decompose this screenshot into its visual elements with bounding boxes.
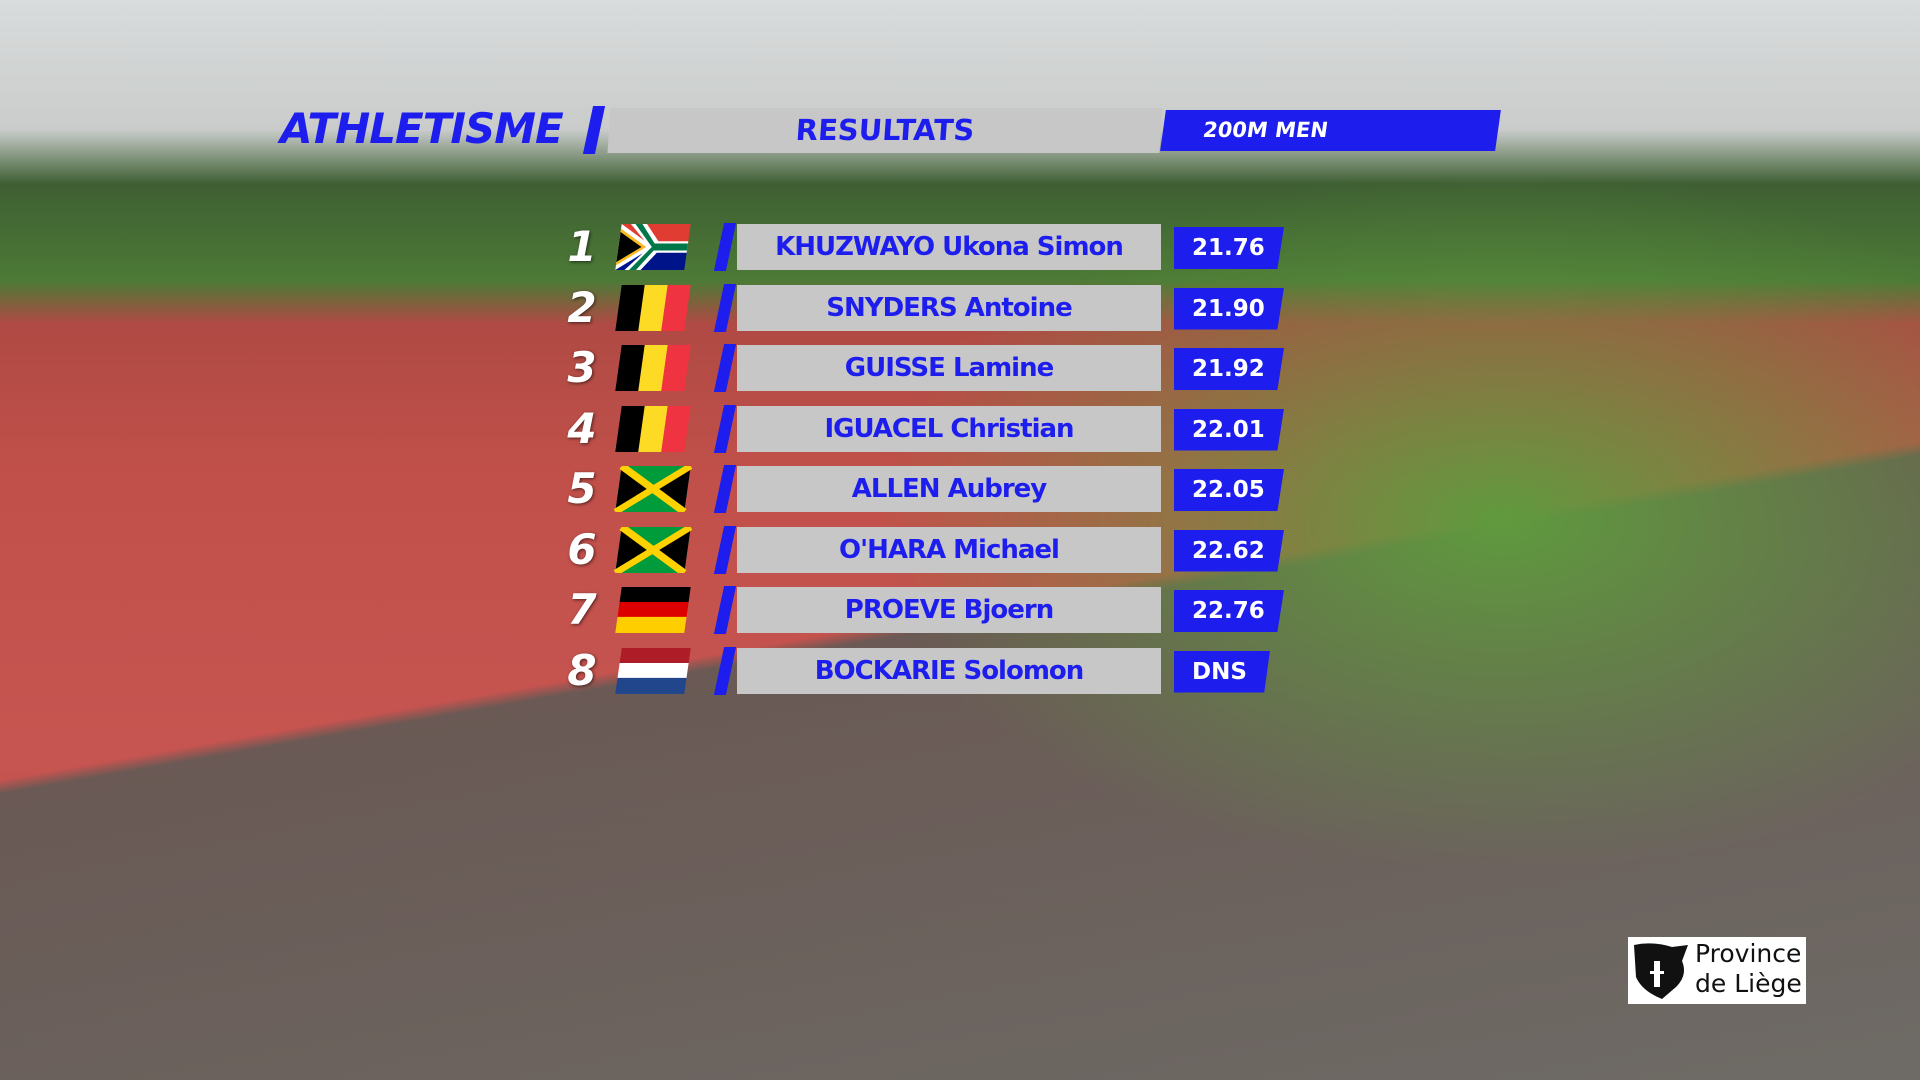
rank: 7 — [567, 585, 597, 634]
accent-slash — [713, 525, 737, 574]
event-title: 200M MEN — [1160, 110, 1501, 151]
accent-slash — [713, 404, 737, 453]
country-flag — [611, 587, 695, 633]
country-flag — [611, 647, 695, 694]
accent-slash — [713, 283, 737, 332]
logo-line: de Liège — [1695, 969, 1802, 998]
country-flag — [611, 466, 695, 512]
rank: 3 — [567, 343, 597, 392]
logo-emblem — [1634, 943, 1688, 999]
result-time: 22.76 — [1174, 590, 1284, 632]
sport-title: ATHLETISME — [280, 104, 564, 153]
flag-image — [611, 527, 695, 573]
athlete-name: SNYDERS Antoine — [737, 284, 1161, 331]
rank: 2 — [567, 282, 597, 332]
country-flag — [611, 405, 695, 452]
flag-image — [615, 405, 691, 452]
flag-image — [615, 587, 691, 633]
logo-line: Province — [1695, 939, 1802, 968]
flag-image — [615, 284, 691, 331]
result-time: 21.90 — [1174, 287, 1284, 330]
country-flag — [611, 345, 695, 391]
country-flag — [611, 284, 695, 331]
athlete-name: IGUACEL Christian — [737, 405, 1161, 452]
athlete-name: ALLEN Aubrey — [737, 466, 1161, 512]
rank: 4 — [567, 403, 597, 453]
rank: 6 — [567, 524, 597, 574]
section-title: RESULTATS — [607, 108, 1163, 153]
accent-slash — [713, 586, 737, 634]
athlete-name: PROEVE Bjoern — [737, 587, 1161, 633]
result-time: 21.76 — [1174, 227, 1284, 269]
flag-image — [611, 466, 695, 512]
result-time: 21.92 — [1174, 348, 1284, 390]
result-time: 22.62 — [1174, 529, 1284, 572]
country-flag — [611, 224, 695, 270]
result-time: 22.05 — [1174, 469, 1284, 511]
accent-slash — [582, 106, 606, 154]
flag-image — [615, 647, 691, 694]
result-time: 22.01 — [1174, 408, 1284, 451]
result-time: DNS — [1174, 650, 1270, 693]
province-logo: Province de Liège — [1628, 937, 1806, 1004]
accent-slash — [713, 223, 737, 271]
rank: 8 — [567, 645, 597, 695]
athlete-name: BOCKARIE Solomon — [737, 647, 1161, 694]
athlete-name: O'HARA Michael — [737, 526, 1161, 573]
rank: 1 — [567, 222, 597, 271]
flag-image — [615, 345, 691, 391]
accent-slash — [713, 646, 737, 695]
rank: 5 — [567, 464, 597, 513]
athlete-name: KHUZWAYO Ukona Simon — [737, 224, 1161, 270]
flag-image — [615, 224, 691, 270]
country-flag — [611, 527, 695, 573]
accent-slash — [713, 344, 737, 392]
athlete-name: GUISSE Lamine — [737, 345, 1161, 391]
accent-slash — [713, 465, 737, 513]
